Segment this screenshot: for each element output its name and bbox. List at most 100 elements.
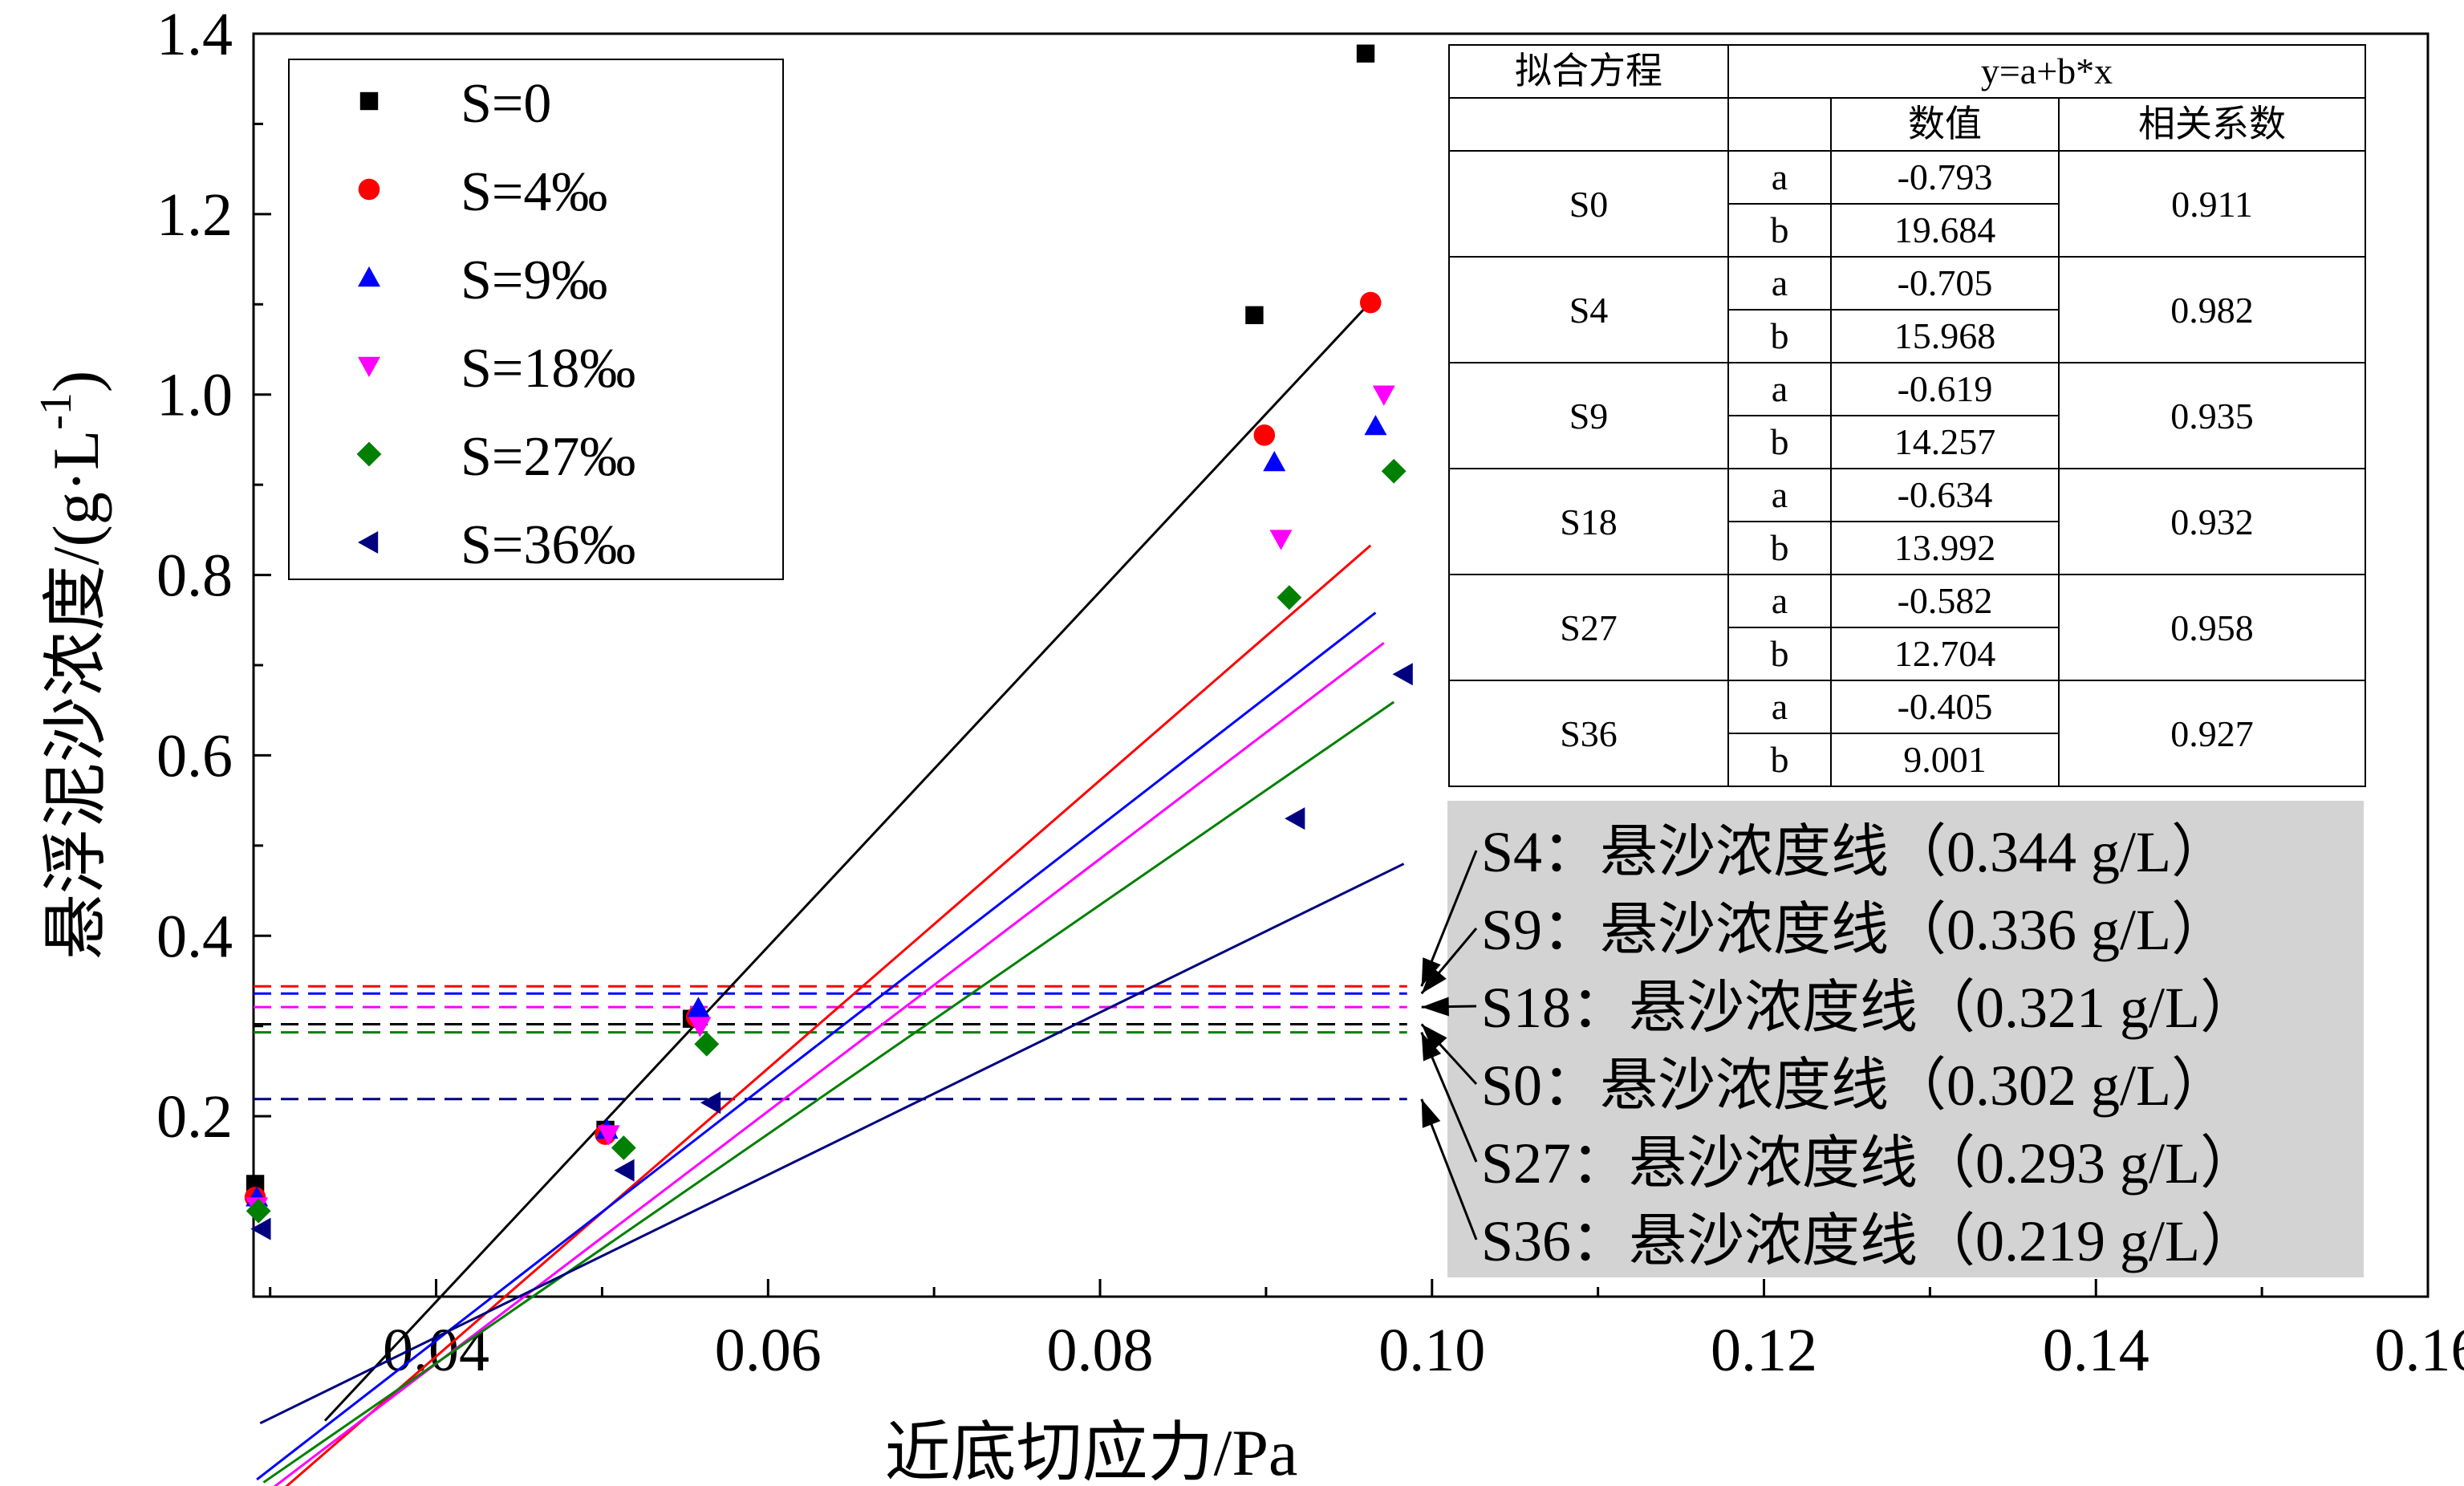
y-axis-title-main: 悬浮泥沙浓度/(g·L xyxy=(39,430,112,960)
legend-marker-s4 xyxy=(358,178,380,201)
data-point-s18 xyxy=(597,1125,620,1146)
table-row-name: S18 xyxy=(1560,501,1618,542)
legend-marker-s9 xyxy=(358,266,380,287)
data-point-s9 xyxy=(687,997,710,1017)
data-point-s18 xyxy=(1372,385,1395,406)
table-value-b: 12.704 xyxy=(1894,633,1996,674)
annotation-label: S27：悬沙浓度线（0.293 g/L） xyxy=(1481,1131,2258,1196)
y-tick-label: 1.0 xyxy=(156,362,233,429)
fit-line-s0 xyxy=(323,307,1367,1422)
legend-marker-s18 xyxy=(358,356,380,377)
threshold-lines xyxy=(254,985,1407,1101)
table-value-b: 19.684 xyxy=(1894,209,1996,250)
data-point-s27 xyxy=(1277,585,1302,611)
table-value-b: 9.001 xyxy=(1903,739,1987,780)
data-point-s18 xyxy=(1269,530,1293,550)
table-row-name: S27 xyxy=(1560,607,1618,648)
table-param-a: a xyxy=(1772,474,1788,515)
table-param-b: b xyxy=(1771,209,1789,250)
table-param-a: a xyxy=(1772,156,1788,197)
data-point-s27 xyxy=(246,1198,271,1224)
legend-marker-s27 xyxy=(356,441,382,467)
x-tick-label: 0.10 xyxy=(1378,1317,1485,1384)
table-param-a: a xyxy=(1772,368,1788,409)
table-corr-value: 0.958 xyxy=(2170,607,2254,648)
data-point-s27 xyxy=(694,1031,720,1057)
y-tick-label: 0.6 xyxy=(156,722,233,790)
fit-lines xyxy=(256,307,1405,1486)
data-point-s4 xyxy=(1253,424,1276,446)
table-value-a: -0.619 xyxy=(1898,368,1993,409)
legend-label-s27: S=27‰ xyxy=(461,426,635,488)
table-param-a: a xyxy=(1772,262,1788,303)
table-row-name: S9 xyxy=(1569,396,1609,436)
x-axis-title: 近底切应力/Pa xyxy=(885,1416,1298,1486)
table-header-equation-label: 拟合方程 xyxy=(1515,51,1662,91)
table-row-name: S4 xyxy=(1569,290,1609,331)
legend-marker-s0 xyxy=(359,91,379,111)
table-corr-value: 0.911 xyxy=(2171,184,2253,225)
legend-entries: S=0 S=4‰ S=9‰ S=18‰ S=27‰ S=36‰ xyxy=(356,73,635,576)
table-value-a: -0.405 xyxy=(1898,686,1993,727)
annotation-box xyxy=(1447,801,2364,1277)
table-header-value: 数值 xyxy=(1908,104,1982,144)
data-point-s27 xyxy=(611,1135,636,1160)
annotation-panel: S4：悬沙浓度线（0.344 g/L） S9：悬沙浓度线（0.336 g/L） S1… xyxy=(1420,801,2364,1277)
legend-label-s18: S=18‰ xyxy=(461,338,635,400)
data-point-s36 xyxy=(700,1091,721,1114)
data-point-s36 xyxy=(1392,663,1413,686)
table-value-a: -0.582 xyxy=(1898,580,1993,621)
legend-label-s9: S=9‰ xyxy=(461,250,607,311)
annotation-arrow-head xyxy=(1421,1032,1442,1062)
table-value-a: -0.634 xyxy=(1898,474,1993,515)
table-corr-value: 0.982 xyxy=(2170,290,2254,331)
fit-line-s4 xyxy=(285,544,1372,1486)
legend-label-s36: S=36‰ xyxy=(461,514,635,576)
annotation-label: S36：悬沙浓度线（0.219 g/L） xyxy=(1481,1209,2258,1273)
table-row-name: S0 xyxy=(1569,184,1609,225)
legend-marker-s36 xyxy=(358,531,379,554)
table-param-a: a xyxy=(1772,580,1788,621)
data-point-s4 xyxy=(1359,291,1382,314)
x-tick-label: 0.14 xyxy=(2043,1317,2149,1384)
fit-line-s27 xyxy=(262,700,1395,1484)
table-value-b: 15.968 xyxy=(1894,315,1996,356)
y-tick-label: 1.4 xyxy=(156,1,233,68)
data-point-s0 xyxy=(1245,306,1264,324)
table-header-corr: 相关系数 xyxy=(2138,104,2286,144)
y-tick-label: 0.2 xyxy=(156,1083,233,1151)
table-corr-value: 0.932 xyxy=(2170,501,2254,542)
y-axis-title-close: ) xyxy=(39,371,112,392)
data-point-s36 xyxy=(614,1159,635,1182)
table-param-b: b xyxy=(1771,315,1789,356)
data-point-s18 xyxy=(688,1017,712,1037)
data-point-s9 xyxy=(1263,451,1286,472)
y-tick-label: 0.8 xyxy=(156,542,233,610)
annotation-label: S4：悬沙浓度线（0.344 g/L） xyxy=(1481,820,2229,884)
x-tick-label: 0.06 xyxy=(715,1317,822,1384)
annotation-arrow-head xyxy=(1421,1024,1447,1051)
annotation-arrows xyxy=(1420,850,1478,1240)
legend-box xyxy=(288,59,784,580)
axis-ticks: 0.04 0.06 0.08 0.10 0.12 0.14 0.16 0.2 0.4 0.6 0.8… xyxy=(156,1,2464,1384)
annotation-arrow-head xyxy=(1421,1098,1441,1128)
legend: S=0 S=4‰ S=9‰ S=18‰ S=27‰ S=36‰ xyxy=(288,59,784,580)
annotation-label: S18：悬沙浓度线（0.321 g/L） xyxy=(1481,976,2258,1040)
table-value-a: -0.705 xyxy=(1898,262,1993,303)
table-value-b: 13.992 xyxy=(1894,527,1996,568)
data-point-s0 xyxy=(1356,44,1375,63)
annotation-label: S0：悬沙浓度线（0.302 g/L） xyxy=(1481,1054,2229,1118)
table-value-a: -0.793 xyxy=(1898,156,1993,197)
annotation-arrow-head xyxy=(1421,966,1447,994)
data-points xyxy=(244,44,1413,1240)
table-param-b: b xyxy=(1771,633,1789,674)
legend-label-s4: S=4‰ xyxy=(461,161,607,223)
table-row-name: S36 xyxy=(1560,713,1618,754)
x-tick-label: 0.08 xyxy=(1047,1317,1154,1384)
y-tick-label: 1.2 xyxy=(156,181,233,249)
x-tick-label: 0.04 xyxy=(383,1317,489,1384)
data-point-s36 xyxy=(1285,807,1305,830)
table-param-b: b xyxy=(1771,527,1789,568)
x-tick-label: 0.16 xyxy=(2375,1317,2464,1384)
